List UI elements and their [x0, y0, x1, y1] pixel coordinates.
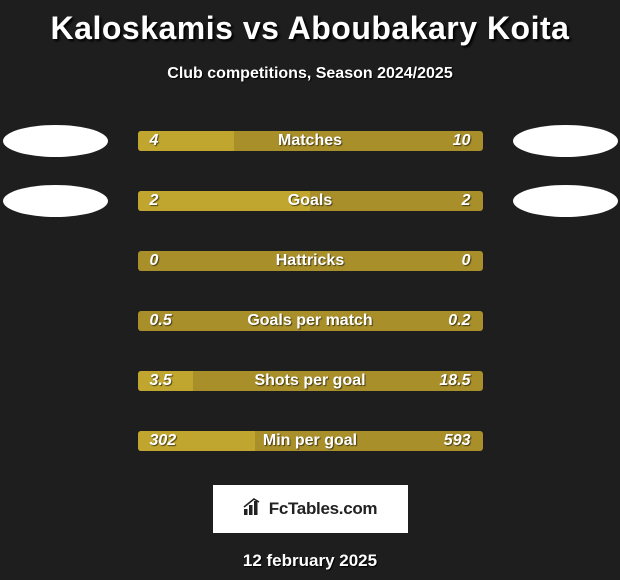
stat-row: 302593Min per goal	[0, 425, 620, 457]
stat-row: 3.518.5Shots per goal	[0, 365, 620, 397]
stat-bar: 302593Min per goal	[138, 431, 483, 451]
ellipse-spacer	[513, 305, 618, 337]
stat-bar: 3.518.5Shots per goal	[138, 371, 483, 391]
stat-row: 00Hattricks	[0, 245, 620, 277]
stat-row: 0.50.2Goals per match	[0, 305, 620, 337]
stat-label: Matches	[138, 132, 483, 150]
stat-label: Hattricks	[138, 252, 483, 270]
stat-row: 410Matches	[0, 125, 620, 157]
stat-bar: 22Goals	[138, 191, 483, 211]
ellipse-spacer	[3, 305, 108, 337]
stat-row: 22Goals	[0, 185, 620, 217]
brand-text: FcTables.com	[269, 499, 378, 519]
stat-bar: 00Hattricks	[138, 251, 483, 271]
ellipse-spacer	[513, 365, 618, 397]
ellipse-spacer	[513, 245, 618, 277]
stat-rows-container: 410Matches 22Goals 00Hattricks 0.50.2Goals …	[0, 125, 620, 457]
stat-label: Goals	[138, 192, 483, 210]
comparison-subtitle: Club competitions, Season 2024/2025	[0, 65, 620, 83]
stat-label: Shots per goal	[138, 372, 483, 390]
ellipse-spacer	[3, 365, 108, 397]
chart-icon	[243, 498, 265, 521]
snapshot-date: 12 february 2025	[0, 551, 620, 571]
player-left-ellipse	[3, 125, 108, 157]
ellipse-spacer	[513, 425, 618, 457]
ellipse-spacer	[3, 425, 108, 457]
player-left-ellipse	[3, 185, 108, 217]
brand-badge: FcTables.com	[213, 485, 408, 533]
stat-bar: 0.50.2Goals per match	[138, 311, 483, 331]
ellipse-spacer	[3, 245, 108, 277]
player-right-ellipse	[513, 185, 618, 217]
stat-label: Min per goal	[138, 432, 483, 450]
player-right-ellipse	[513, 125, 618, 157]
comparison-title: Kaloskamis vs Aboubakary Koita	[0, 0, 620, 47]
stat-label: Goals per match	[138, 312, 483, 330]
stat-bar: 410Matches	[138, 131, 483, 151]
